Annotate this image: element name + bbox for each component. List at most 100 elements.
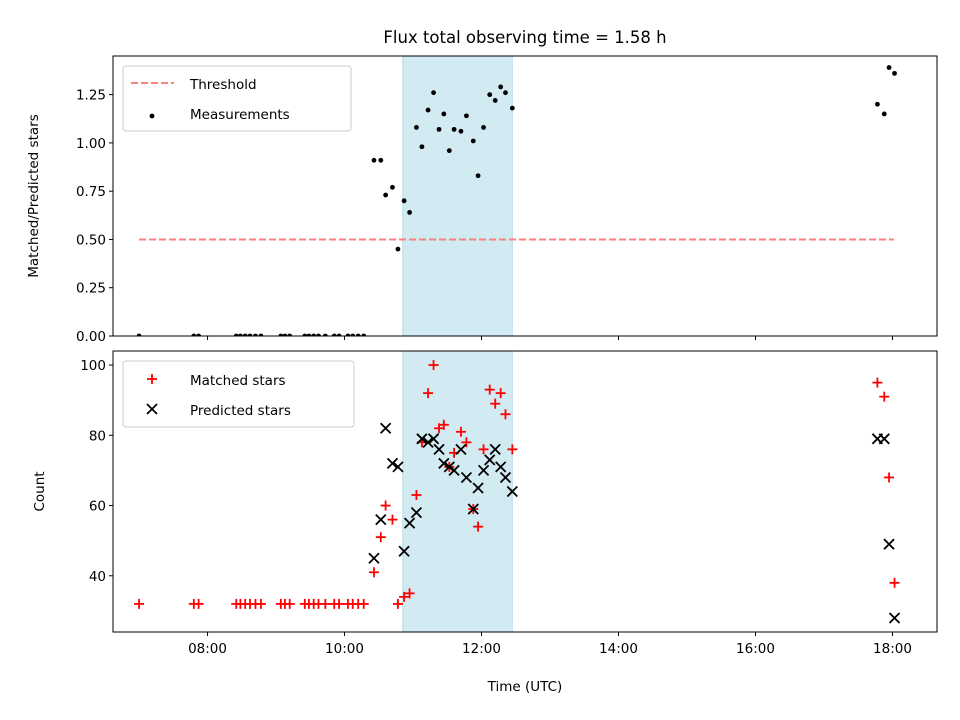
matched-star-point — [473, 521, 484, 532]
flux-ratio-axes-frame — [112, 55, 938, 337]
measurement-point — [464, 113, 469, 119]
measurement-point — [238, 333, 243, 336]
measurement-point — [431, 90, 436, 96]
measurement-point — [407, 210, 412, 215]
measurement-point — [282, 333, 288, 336]
x-b — [888, 612, 901, 624]
predicted-star-point — [467, 503, 479, 515]
predicted-star-point — [403, 517, 416, 529]
measurement-point — [425, 107, 431, 113]
predicted-star-point — [427, 433, 440, 445]
predicted-star-point — [472, 482, 484, 494]
matched-star-point — [320, 598, 331, 609]
measurement-point — [316, 333, 321, 336]
measurement-point — [886, 65, 892, 70]
measurement-point — [378, 157, 384, 163]
x-tick-label-10: 10:00 — [325, 641, 364, 657]
threshold-legend-label: Threshold — [189, 77, 257, 93]
star-count-panel: 40 60 80 100 08:00 10:00 12:00 14:00 16:00 18:00… — [32, 350, 938, 695]
measurement-point — [331, 333, 337, 336]
y-tick-label-1: 1.00 — [76, 136, 106, 152]
x-b — [433, 443, 445, 455]
x-b — [484, 454, 496, 466]
y-tick-label-0-25: 0.25 — [76, 281, 106, 297]
measurement-point — [441, 111, 447, 117]
x-tick-label-18: 18:00 — [873, 641, 912, 657]
y-tick-label-60: 60 — [89, 499, 106, 515]
matched-star-point — [404, 588, 415, 599]
measurement-point — [191, 333, 197, 336]
predicted-star-point — [506, 485, 518, 498]
measurement-point — [345, 333, 351, 336]
matched-star-point — [879, 391, 890, 402]
x-b — [495, 461, 507, 473]
legend-box — [122, 360, 355, 428]
measurement-point — [242, 333, 248, 336]
matched-star-point — [889, 577, 900, 588]
measurement-point — [395, 246, 401, 252]
star-count-legend: Matched stars Predicted stars — [122, 360, 355, 428]
x-b — [403, 517, 416, 529]
matched-star-point — [387, 514, 398, 525]
predicted-star-point — [460, 471, 473, 484]
measurement-point — [306, 333, 312, 336]
ratio-series-layer — [136, 65, 897, 336]
x-b — [443, 461, 455, 473]
x-b — [499, 471, 512, 484]
y-tick-label-0: 0.00 — [76, 329, 106, 345]
predicted-star-point — [392, 461, 404, 473]
predicted-star-point — [455, 443, 467, 455]
measurement-point — [390, 184, 395, 190]
shaded-window-rect — [402, 350, 513, 633]
y-tick-label-100: 100 — [80, 358, 106, 374]
x-b — [878, 433, 890, 445]
x-b — [379, 422, 392, 434]
predicted-star-point — [489, 443, 501, 455]
measurement-point — [436, 126, 442, 132]
legend-box — [122, 65, 352, 132]
measurement-point — [355, 333, 361, 336]
chart-title: Flux total observing time = 1.58 h — [383, 28, 666, 47]
matched-legend-plus — [147, 374, 157, 384]
matched-star-point — [255, 598, 266, 609]
predicted-star-point — [448, 464, 460, 477]
predicted-star-point — [438, 457, 450, 470]
matched-star-point — [392, 598, 403, 609]
measurement-point — [311, 333, 317, 336]
measurement-point — [892, 70, 897, 76]
matched-star-point — [428, 360, 439, 371]
matched-star-point — [500, 409, 511, 420]
predicted-legend-cross — [146, 403, 158, 415]
flux-ratio-x-ticks — [207, 336, 893, 340]
x-b — [448, 464, 460, 477]
x-b — [368, 552, 380, 564]
matched-star-point — [284, 598, 295, 609]
x-tick-label-16: 16:00 — [736, 641, 775, 657]
matched-star-point — [380, 500, 391, 511]
measurement-point — [361, 333, 367, 336]
measurement-point — [451, 126, 457, 132]
matched-star-point — [478, 444, 489, 455]
x-b — [438, 457, 450, 470]
flux-ratio-y-ticks: 0.00 0.25 0.50 0.75 1.00 1.25 — [76, 88, 113, 345]
y-tick-label-1-25: 1.25 — [76, 88, 106, 104]
matched-star-point — [368, 567, 379, 578]
measurements-legend-label: Measurements — [190, 107, 290, 123]
measurement-point — [336, 333, 342, 336]
matched-star-point — [872, 377, 883, 388]
measurement-point — [247, 333, 253, 336]
x-b — [416, 433, 428, 445]
predicted-star-point — [883, 538, 895, 550]
matched-star-point — [490, 398, 501, 409]
star-count-x-ticks: 08:00 10:00 12:00 14:00 16:00 18:00 — [188, 632, 912, 657]
measurement-point — [322, 333, 328, 336]
x-b — [386, 457, 399, 470]
matched-star-point — [884, 472, 895, 483]
measurement-point — [414, 125, 419, 130]
observing-window-shade — [402, 55, 513, 337]
flux-ratio-legend: Threshold Measurements — [122, 65, 352, 132]
x-tick-label-12: 12:00 — [462, 641, 501, 657]
measurements-legend-swatch — [149, 113, 155, 119]
star-count-y-axis-label: Count — [32, 471, 48, 511]
measurement-point — [881, 111, 887, 117]
